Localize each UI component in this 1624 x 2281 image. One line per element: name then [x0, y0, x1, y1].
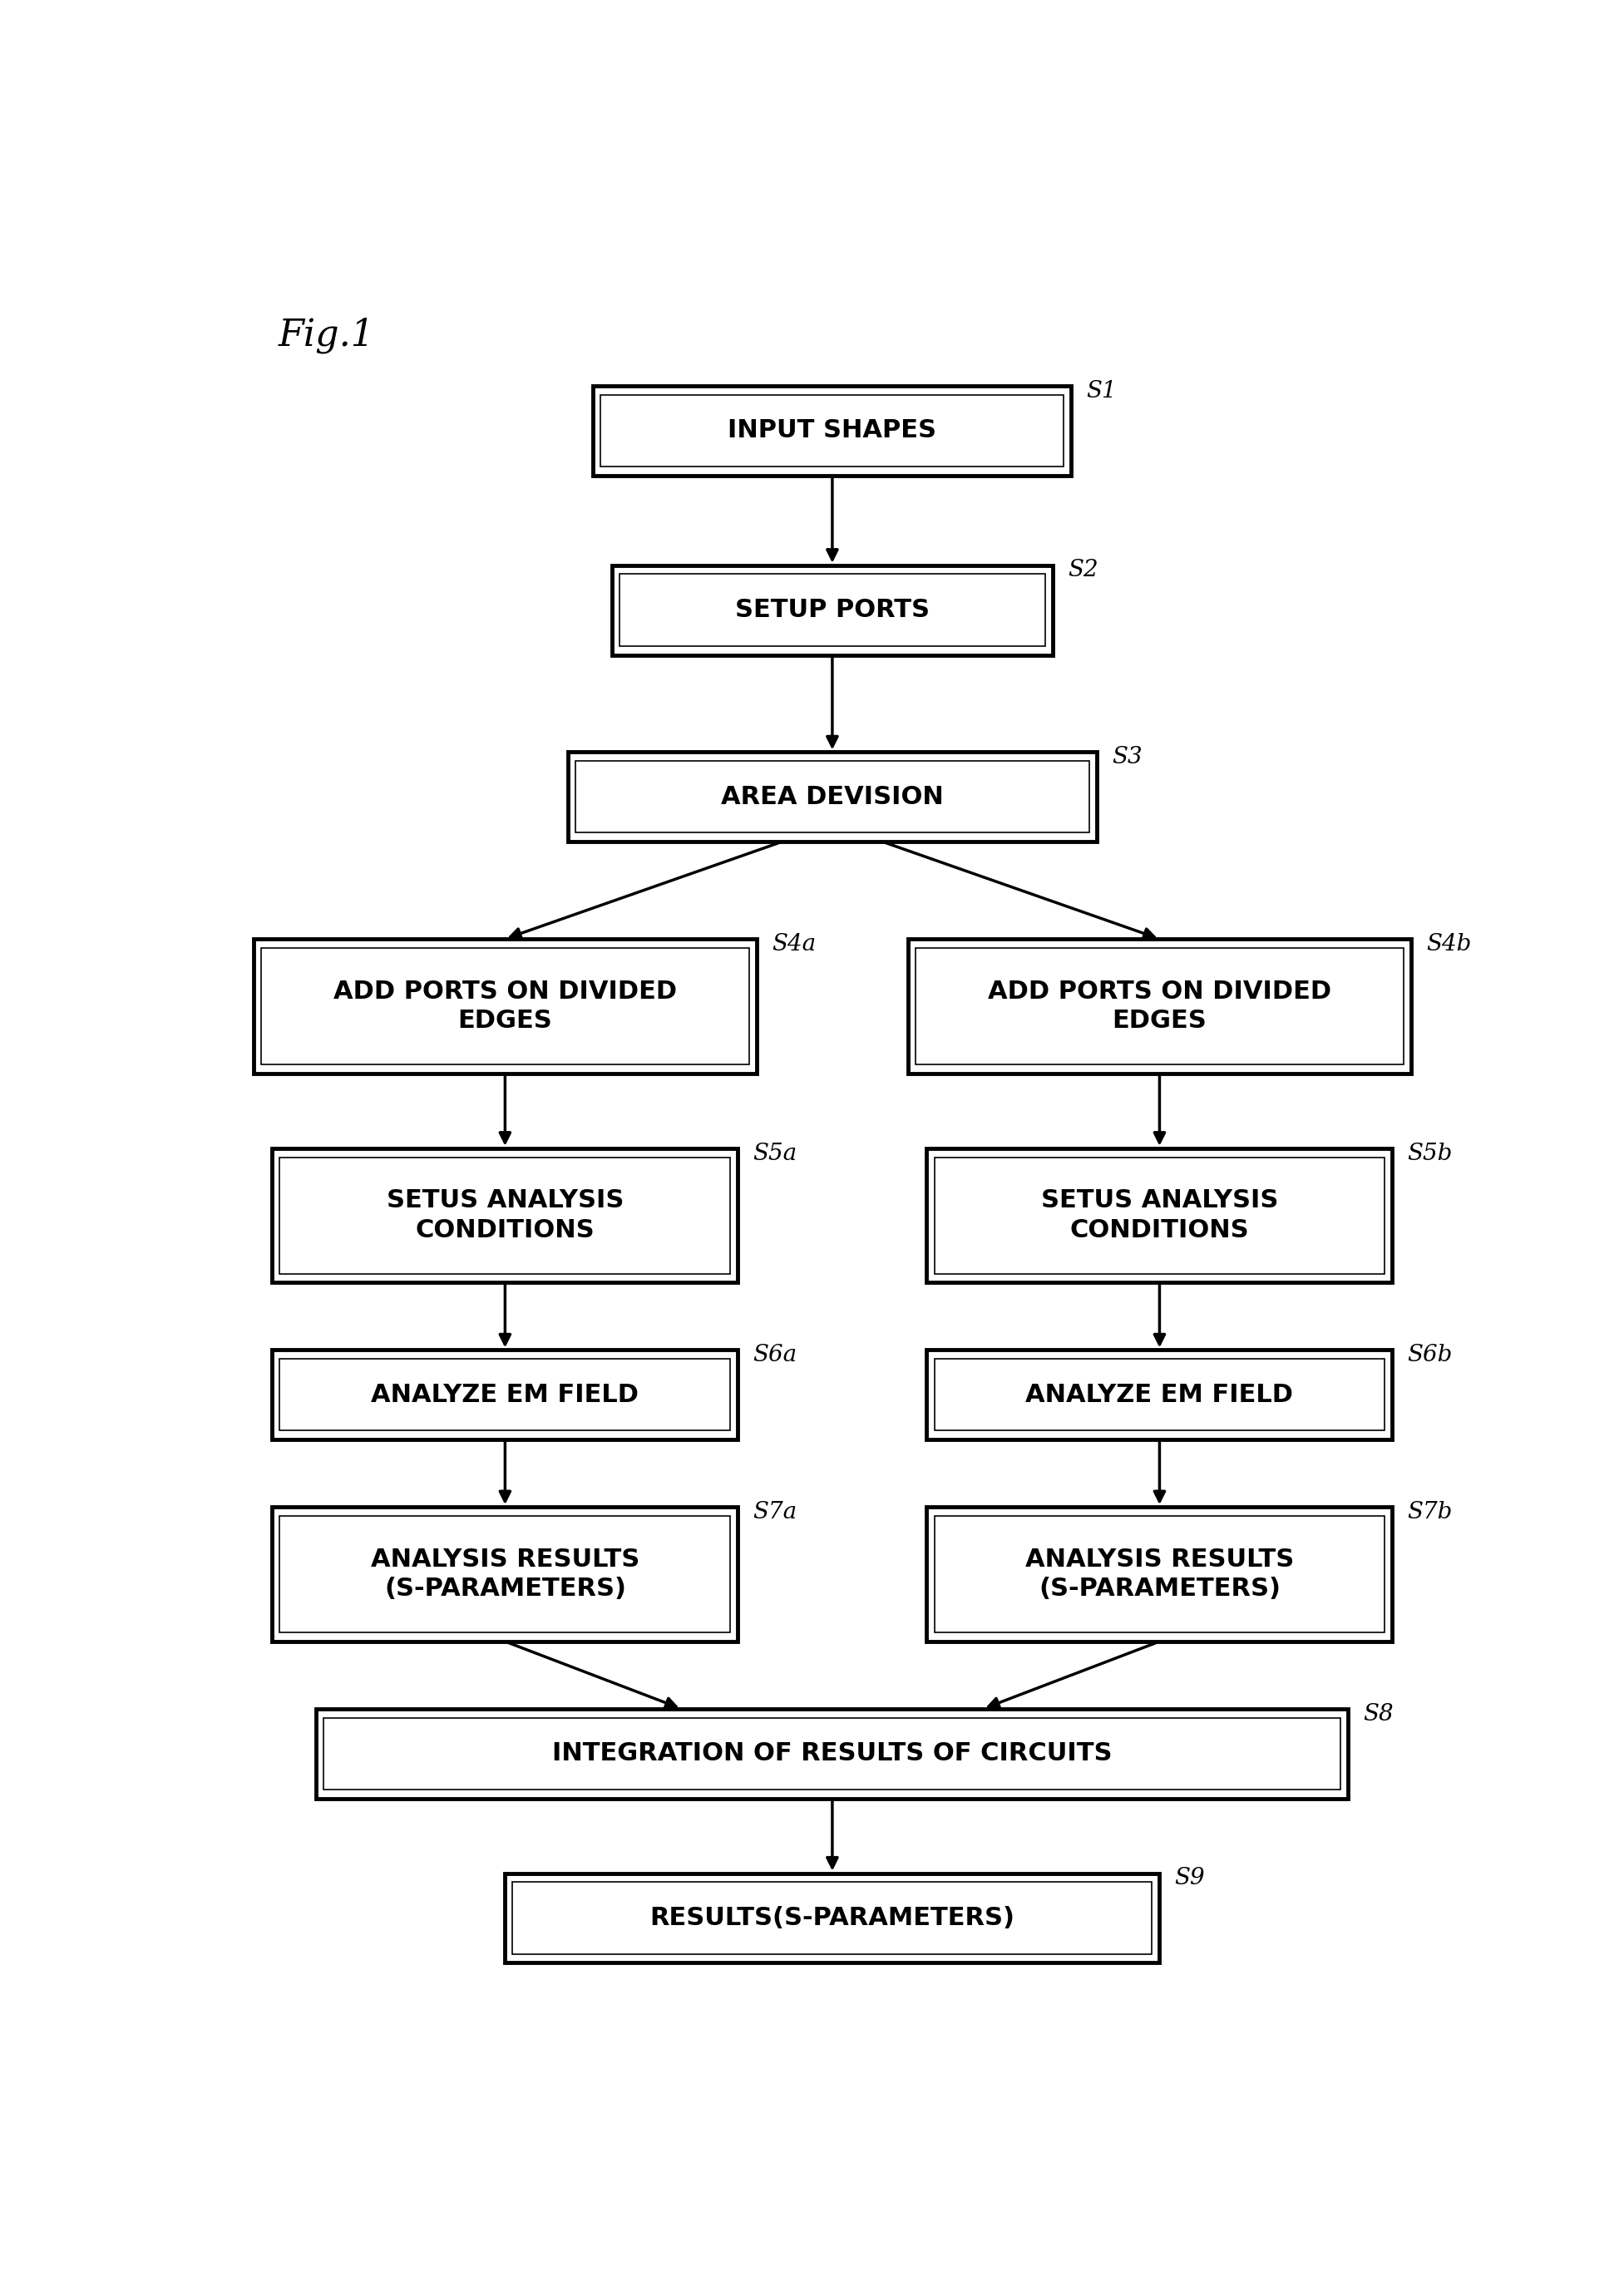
Text: ANALYZE EM FIELD: ANALYZE EM FIELD: [372, 1382, 638, 1407]
Text: S2: S2: [1067, 559, 1098, 582]
Bar: [568, 753, 1096, 842]
Bar: [505, 1873, 1160, 1964]
Text: S7b: S7b: [1408, 1501, 1453, 1524]
Text: SETUP PORTS: SETUP PORTS: [736, 598, 929, 623]
Bar: [916, 949, 1403, 1065]
Bar: [273, 1147, 737, 1282]
Text: S5a: S5a: [754, 1143, 797, 1166]
Text: Fig.1: Fig.1: [279, 317, 375, 354]
Text: S7a: S7a: [754, 1501, 797, 1524]
Text: INPUT SHAPES: INPUT SHAPES: [728, 420, 937, 443]
Text: ANALYSIS RESULTS
(S-PARAMETERS): ANALYSIS RESULTS (S-PARAMETERS): [370, 1547, 640, 1601]
Bar: [927, 1350, 1392, 1439]
Bar: [601, 395, 1064, 468]
Bar: [261, 949, 749, 1065]
Bar: [279, 1359, 731, 1430]
Text: S6a: S6a: [754, 1344, 797, 1366]
Text: S8: S8: [1364, 1702, 1393, 1724]
Bar: [934, 1156, 1385, 1273]
Text: S1: S1: [1086, 381, 1117, 401]
Bar: [513, 1882, 1151, 1955]
Bar: [934, 1517, 1385, 1633]
Text: S5b: S5b: [1408, 1143, 1453, 1166]
Bar: [927, 1147, 1392, 1282]
Text: ANALYSIS RESULTS
(S-PARAMETERS): ANALYSIS RESULTS (S-PARAMETERS): [1025, 1547, 1294, 1601]
Bar: [927, 1508, 1392, 1642]
Text: AREA DEVISION: AREA DEVISION: [721, 785, 944, 810]
Bar: [908, 940, 1411, 1074]
Bar: [317, 1708, 1348, 1797]
Bar: [593, 385, 1072, 474]
Bar: [934, 1359, 1385, 1430]
Text: ADD PORTS ON DIVIDED
EDGES: ADD PORTS ON DIVIDED EDGES: [333, 979, 677, 1033]
Text: S4a: S4a: [771, 933, 817, 956]
Text: RESULTS(S-PARAMETERS): RESULTS(S-PARAMETERS): [650, 1907, 1015, 1930]
Text: SETUS ANALYSIS
CONDITIONS: SETUS ANALYSIS CONDITIONS: [387, 1188, 624, 1243]
Bar: [279, 1156, 731, 1273]
Text: S9: S9: [1174, 1868, 1205, 1889]
Text: S3: S3: [1112, 746, 1142, 769]
Bar: [253, 940, 757, 1074]
Text: S6b: S6b: [1408, 1344, 1453, 1366]
Text: ADD PORTS ON DIVIDED
EDGES: ADD PORTS ON DIVIDED EDGES: [987, 979, 1332, 1033]
Bar: [620, 575, 1044, 646]
Bar: [273, 1350, 737, 1439]
Bar: [612, 566, 1052, 655]
Bar: [575, 762, 1090, 833]
Text: SETUS ANALYSIS
CONDITIONS: SETUS ANALYSIS CONDITIONS: [1041, 1188, 1278, 1243]
Bar: [273, 1508, 737, 1642]
Bar: [323, 1718, 1341, 1788]
Text: INTEGRATION OF RESULTS OF CIRCUITS: INTEGRATION OF RESULTS OF CIRCUITS: [552, 1740, 1112, 1765]
Text: S4b: S4b: [1426, 933, 1471, 956]
Text: ANALYZE EM FIELD: ANALYZE EM FIELD: [1026, 1382, 1293, 1407]
Bar: [279, 1517, 731, 1633]
